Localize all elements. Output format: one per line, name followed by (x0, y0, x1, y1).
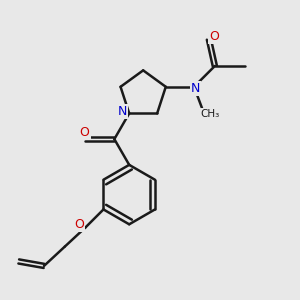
Text: O: O (74, 218, 84, 231)
Text: N: N (191, 82, 200, 95)
Text: CH₃: CH₃ (201, 109, 220, 118)
Text: N: N (118, 104, 127, 118)
Text: O: O (209, 30, 219, 43)
Text: O: O (80, 126, 89, 139)
